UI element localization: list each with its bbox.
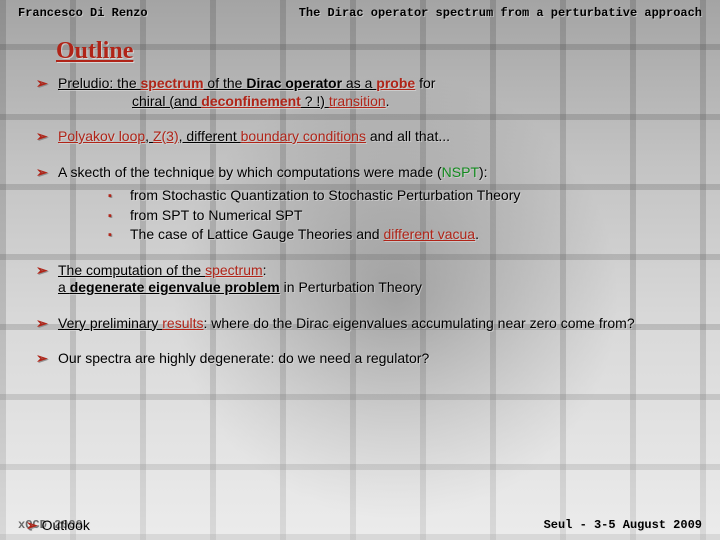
outline-content: ➢ Preludio: the spectrum of the Dirac op… (18, 75, 702, 368)
outline-heading: Outline (56, 38, 702, 65)
outline-item-computation: ➢ The computation of the spectrum: a deg… (36, 262, 702, 297)
t: for (415, 75, 435, 91)
t: ? !) (301, 93, 329, 109)
t: Very preliminary (58, 315, 162, 331)
arrow-icon: ➢ (36, 262, 58, 297)
t: deconfinement (201, 93, 301, 109)
t: a (58, 279, 70, 295)
item-text: Our spectra are highly degenerate: do we… (58, 350, 429, 368)
t: Preludio: the (58, 75, 141, 91)
item-text: A skecth of the technique by which compu… (58, 164, 488, 182)
t: of the (204, 75, 247, 91)
arrow-icon: ➢ (36, 128, 58, 146)
slide-page: Francesco Di Renzo The Dirac operator sp… (0, 0, 720, 540)
talk-title: The Dirac operator spectrum from a pertu… (299, 6, 702, 20)
bullet-icon: ▪ (108, 187, 130, 205)
t: The computation of the (58, 262, 205, 278)
outline-item-preludio: ➢ Preludio: the spectrum of the Dirac op… (36, 75, 702, 110)
t: as a (342, 75, 376, 91)
t: Z(3) (153, 128, 179, 144)
outline-item-sketch: ➢ A skecth of the technique by which com… (36, 164, 702, 182)
t: in Perturbation Theory (280, 279, 422, 295)
bullet-icon: ▪ (108, 226, 130, 244)
sub-item: ▪ The case of Lattice Gauge Theories and… (108, 226, 702, 244)
item-text: Polyakov loop, Z(3), different boundary … (58, 128, 450, 146)
footer-venue: Seul - 3-5 August 2009 (544, 518, 702, 532)
bullet-icon: ▪ (108, 207, 130, 225)
t: ): (479, 164, 488, 180)
t: from SPT to Numerical SPT (130, 207, 302, 225)
t: and all that... (366, 128, 450, 144)
t: probe (376, 75, 415, 91)
t: . (475, 226, 479, 242)
outlook-item: ➢ Outlook (26, 517, 90, 534)
t: Polyakov loop (58, 128, 145, 144)
t: The case of Lattice Gauge Theories and d… (130, 226, 479, 244)
arrow-icon: ➢ (36, 164, 58, 182)
item-text: The computation of the spectrum: a degen… (58, 262, 422, 297)
outline-item-regulator: ➢ Our spectra are highly degenerate: do … (36, 350, 702, 368)
arrow-icon: ➢ (36, 75, 58, 110)
sub-item: ▪ from Stochastic Quantization to Stocha… (108, 187, 702, 205)
t: chiral (and (132, 93, 201, 109)
t: : (263, 262, 267, 278)
t: degenerate eigenvalue problem (70, 279, 280, 295)
sub-list: ▪ from Stochastic Quantization to Stocha… (108, 187, 702, 244)
arrow-icon: ➢ (36, 350, 58, 368)
arrow-icon: ➢ (36, 315, 58, 333)
sub-item: ▪ from SPT to Numerical SPT (108, 207, 702, 225)
t: , different (179, 128, 241, 144)
t: A skecth of the technique by which compu… (58, 164, 442, 180)
item-text: Preludio: the spectrum of the Dirac oper… (58, 75, 435, 110)
t: . (386, 93, 390, 109)
t: The case of Lattice Gauge Theories and (130, 226, 383, 242)
t: from Stochastic Quantization to Stochast… (130, 187, 520, 205)
t: boundary conditions (241, 128, 366, 144)
t: transition (329, 93, 386, 109)
outline-item-polyakov: ➢ Polyakov loop, Z(3), different boundar… (36, 128, 702, 146)
t: different vacua (383, 226, 475, 242)
arrow-icon: ➢ (26, 517, 38, 533)
t: spectrum (205, 262, 263, 278)
author-name: Francesco Di Renzo (18, 6, 148, 20)
t: Dirac operator (246, 75, 342, 91)
outline-item-results: ➢ Very preliminary results: where do the… (36, 315, 702, 333)
t: NSPT (442, 164, 479, 180)
t: Outlook (42, 517, 90, 533)
header-bar: Francesco Di Renzo The Dirac operator sp… (18, 6, 702, 20)
item-text: Very preliminary results: where do the D… (58, 315, 635, 333)
footer-left: xQCD 2009 ➢ Outlook (18, 518, 83, 532)
t: spectrum (141, 75, 204, 91)
t: : where do the Dirac eigenvalues accumul… (204, 315, 635, 331)
t: , (145, 128, 153, 144)
t: results (162, 315, 203, 331)
footer-bar: xQCD 2009 ➢ Outlook Seul - 3-5 August 20… (0, 518, 720, 532)
